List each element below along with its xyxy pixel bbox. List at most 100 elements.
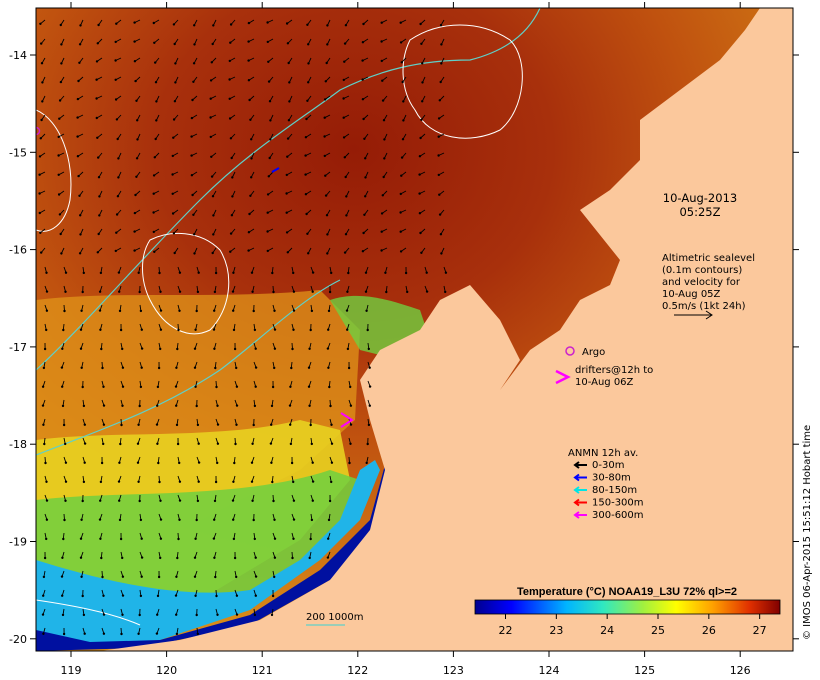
velocity-arrow-head bbox=[196, 290, 200, 294]
velocity-arrow-head bbox=[81, 385, 84, 389]
velocity-arrow-head bbox=[193, 24, 196, 27]
velocity-arrow-head bbox=[63, 309, 66, 313]
velocity-arrow-head bbox=[83, 442, 87, 445]
velocity-arrow-head bbox=[102, 423, 106, 426]
velocity-arrow-head bbox=[307, 62, 310, 65]
velocity-arrow-head bbox=[43, 347, 47, 351]
velocity-arrow-head bbox=[210, 155, 213, 158]
drifter-marker bbox=[340, 412, 354, 428]
velocity-arrow-head bbox=[197, 271, 200, 274]
velocity-arrow-head bbox=[135, 175, 138, 178]
velocity-arrow-head bbox=[119, 328, 123, 332]
x-tick-label: 122 bbox=[347, 664, 368, 677]
velocity-arrow-head bbox=[228, 78, 231, 81]
velocity-arrow-head bbox=[248, 212, 251, 216]
velocity-arrow-head bbox=[326, 233, 329, 236]
velocity-arrow-head bbox=[98, 214, 101, 217]
x-tick-label: 125 bbox=[634, 664, 655, 677]
velocity-arrow-head bbox=[285, 231, 289, 234]
velocity-arrow-head bbox=[250, 157, 253, 160]
velocity-arrow-head bbox=[61, 613, 65, 617]
colorbar-tick-label: 27 bbox=[753, 624, 767, 637]
velocity-arrow-head bbox=[235, 366, 238, 370]
velocity-arrow-head bbox=[117, 176, 120, 179]
velocity-arrow-head bbox=[195, 309, 198, 313]
velocity-arrow-head bbox=[79, 556, 83, 559]
x-tick-label: 119 bbox=[61, 664, 82, 677]
velocity-arrow-head bbox=[82, 404, 86, 408]
velocity-arrow-head bbox=[41, 385, 45, 388]
velocity-arrow-head bbox=[60, 575, 64, 578]
velocity-arrow-head bbox=[327, 518, 331, 522]
velocity-arrow-head bbox=[288, 404, 292, 407]
x-tick-label: 121 bbox=[252, 664, 273, 677]
velocity-arrow-head bbox=[311, 290, 314, 293]
velocity-arrow-head bbox=[215, 385, 218, 389]
velocity-arrow-head bbox=[233, 461, 236, 465]
velocity-arrow-head bbox=[133, 40, 136, 43]
velocity-arrow-head bbox=[157, 366, 161, 370]
velocity-arrow-head bbox=[381, 79, 384, 82]
velocity-arrow-head bbox=[58, 117, 61, 120]
velocity-arrow-head bbox=[401, 138, 405, 141]
drifters-line-2: 10-Aug 06Z bbox=[575, 377, 634, 388]
velocity-arrow-head bbox=[140, 575, 143, 578]
velocity-arrow-head bbox=[326, 24, 329, 27]
velocity-arrow-head bbox=[362, 117, 365, 121]
velocity-arrow-head bbox=[45, 480, 48, 483]
velocity-arrow-head bbox=[420, 251, 423, 254]
anmn-legend-arrow bbox=[573, 486, 587, 494]
velocity-arrow-head bbox=[231, 290, 235, 293]
velocity-arrow-head bbox=[439, 233, 443, 236]
velocity-arrow-head bbox=[311, 271, 315, 274]
land bbox=[100, 8, 793, 651]
velocity-arrow-head bbox=[138, 404, 141, 408]
velocity-arrow-head bbox=[273, 518, 276, 521]
velocity-arrow-head bbox=[229, 41, 232, 44]
velocity-arrow-head bbox=[114, 78, 117, 82]
velocity-arrow-head bbox=[76, 155, 80, 158]
velocity-arrow-head bbox=[311, 461, 314, 464]
velocity-arrow-head bbox=[444, 271, 448, 274]
velocity-arrow-head bbox=[438, 99, 441, 102]
velocity-arrow-head bbox=[344, 233, 348, 236]
velocity-arrow-head bbox=[368, 366, 371, 369]
velocity-arrow-head bbox=[137, 423, 140, 426]
velocity-arrow-head bbox=[114, 59, 117, 62]
velocity-arrow-head bbox=[119, 537, 123, 541]
velocity-arrow-head bbox=[365, 461, 368, 465]
velocity-arrow-head bbox=[254, 366, 258, 369]
velocity-arrow-head bbox=[57, 154, 60, 157]
velocity-arrow-head bbox=[64, 290, 67, 293]
velocity-arrow-head bbox=[57, 173, 60, 176]
velocity-arrow-head bbox=[60, 252, 63, 255]
velocity-arrow-head bbox=[271, 594, 275, 598]
map-frame bbox=[35, 7, 794, 652]
velocity-arrow-head bbox=[61, 404, 65, 408]
velocity-arrow-head bbox=[64, 271, 68, 274]
velocity-arrow-head bbox=[330, 461, 334, 464]
velocity-arrow-head bbox=[285, 173, 288, 177]
velocity-arrow-head bbox=[380, 249, 383, 252]
velocity-arrow-head bbox=[250, 176, 253, 179]
velocity-arrow-head bbox=[269, 442, 273, 445]
velocity-arrow-head bbox=[439, 80, 442, 84]
velocity-arrow-head bbox=[248, 98, 251, 102]
velocity-arrow-head bbox=[81, 594, 84, 598]
velocity-arrow-head bbox=[286, 137, 290, 140]
velocity-arrow-head bbox=[41, 100, 44, 103]
velocity-arrow-head bbox=[121, 575, 125, 578]
velocity-arrow-head bbox=[250, 480, 254, 483]
velocity-arrow-head bbox=[418, 173, 421, 176]
velocity-arrow-head bbox=[76, 135, 79, 138]
velocity-arrow-head bbox=[156, 385, 160, 389]
velocity-arrow-head bbox=[64, 499, 67, 502]
velocity-arrow-head bbox=[273, 347, 277, 350]
velocity-arrow-head bbox=[252, 309, 255, 313]
velocity-arrow-head bbox=[193, 575, 197, 578]
velocity-arrow-head bbox=[230, 156, 233, 160]
velocity-arrow-head bbox=[176, 442, 180, 446]
velocity-arrow-head bbox=[270, 423, 273, 426]
velocity-arrow-head bbox=[120, 423, 123, 427]
velocity-arrow-head bbox=[192, 80, 195, 84]
